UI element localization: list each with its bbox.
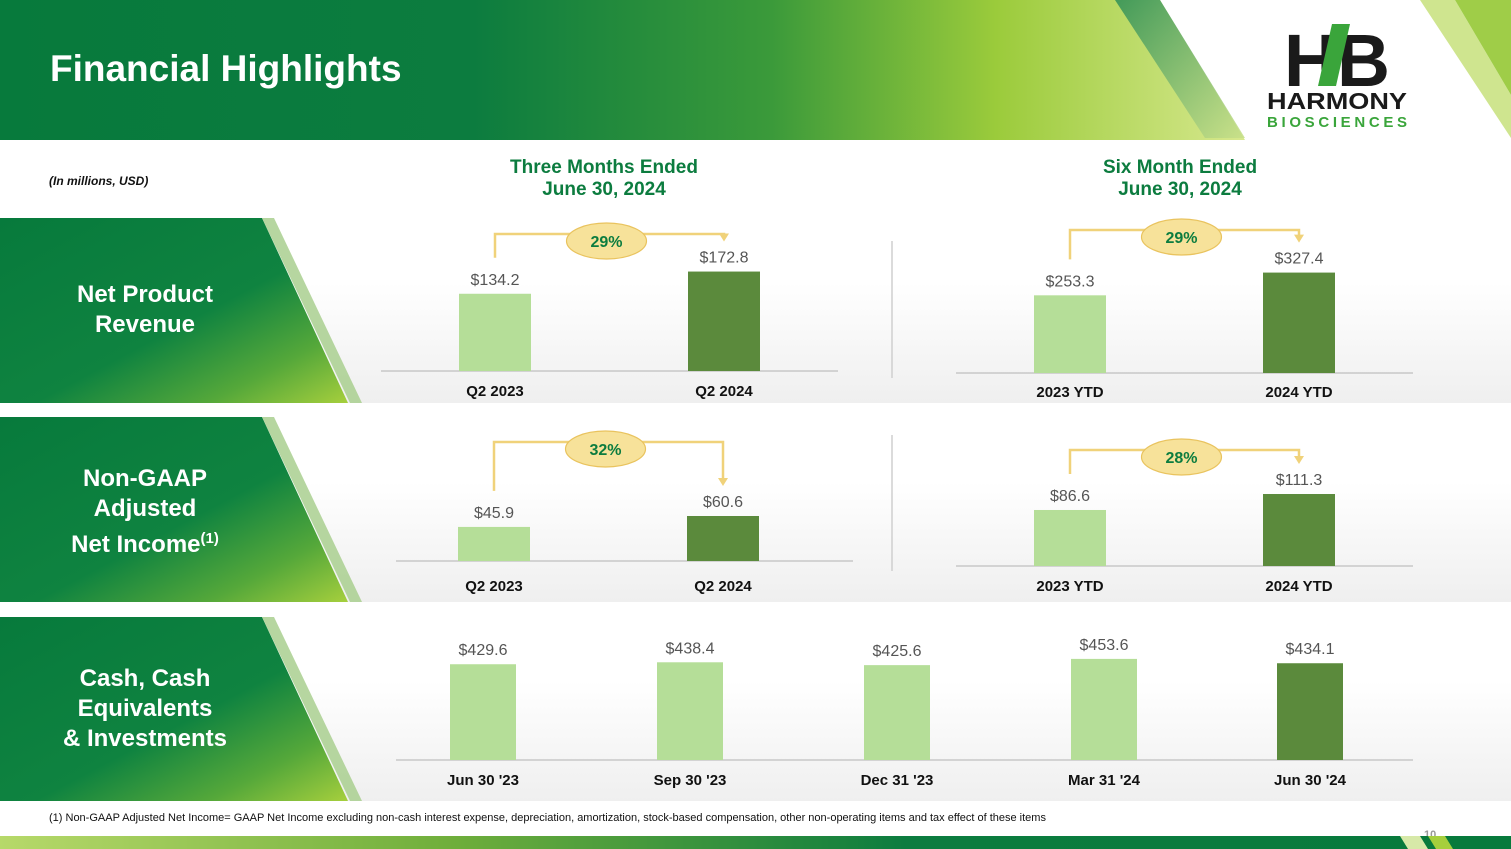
chart-revenue_ytd: $253.3 2023 YTD $327.4 2024 YTD 29% (956, 218, 1413, 401)
bar-2 (687, 516, 759, 561)
value-label-1: $253.3 (1046, 273, 1095, 290)
footnote: (1) Non-GAAP Adjusted Net Income= GAAP N… (49, 812, 1046, 824)
growth-label: 29% (590, 234, 622, 251)
row-label-income: Non-GAAP Adjusted Net Income(1) (0, 464, 290, 560)
chart-income_ytd: $86.6 2023 YTD $111.3 2024 YTD 28% (956, 438, 1413, 595)
value-label-5: $434.1 (1286, 641, 1335, 658)
chart-cash: $429.6 Jun 30 '23 $438.4 Sep 30 '23 $425.6 De… (396, 637, 1413, 789)
tab-income (0, 417, 362, 602)
growth-arrowhead (1294, 456, 1304, 465)
col-head-six-months-line2: June 30, 2024 (1118, 179, 1242, 200)
category-label-5: Jun 30 '24 (1274, 772, 1347, 789)
units-note: (In millions, USD) (49, 174, 149, 188)
row-label-income-line3: Net Income (71, 531, 201, 558)
bar-1 (1034, 509, 1106, 566)
row-label-cash-line3: & Investments (62, 725, 228, 752)
logo-green-slash (1318, 24, 1350, 86)
category-label-2: 2024 YTD (1265, 384, 1332, 401)
growth-arrowhead (1294, 234, 1304, 243)
bar-1 (458, 526, 530, 561)
category-label-1: 2023 YTD (1036, 384, 1103, 401)
tab-revenue (0, 218, 362, 403)
bar-2 (657, 662, 723, 760)
bar-5 (1277, 663, 1343, 760)
category-label-1: Jun 30 '23 (447, 772, 519, 789)
row-label-cash: Cash, Cash Equivalents & Investments (0, 664, 290, 754)
row-label-revenue-line1: Net Product (76, 281, 213, 308)
bar-1 (1034, 295, 1106, 373)
row-label-cash-line2: Equivalents (77, 695, 213, 722)
col-head-three-months-line1: Three Months Ended (510, 157, 698, 178)
growth-label: 29% (1165, 230, 1197, 247)
col-head-six-months: Six Month Ended June 30, 2024 (1080, 157, 1280, 201)
value-label-2: $60.6 (703, 494, 743, 511)
category-label-3: Dec 31 '23 (861, 772, 934, 789)
value-label-1: $134.2 (471, 272, 520, 289)
growth-bubble (565, 222, 648, 260)
category-label-2: Q2 2024 (695, 383, 753, 400)
bar-2 (1263, 494, 1335, 566)
value-label-3: $425.6 (873, 643, 922, 660)
growth-label: 32% (589, 442, 621, 459)
bar-2 (688, 271, 760, 371)
harmony-logo: HB HARMONY BIOSCIENCES (1267, 19, 1407, 131)
value-label-1: $45.9 (474, 505, 514, 522)
row-label-revenue: Net Product Revenue (0, 280, 290, 340)
row-label-income-line2: Adjusted (93, 495, 197, 522)
category-label-1: 2023 YTD (1036, 578, 1103, 595)
category-label-2: 2024 YTD (1265, 578, 1332, 595)
bar-3 (864, 665, 930, 760)
growth-bubble (1140, 438, 1223, 476)
growth-arrowhead (719, 233, 729, 242)
header-banner (0, 0, 1511, 140)
growth-label: 28% (1165, 450, 1197, 467)
logo-harmony: HARMONY (1267, 88, 1407, 114)
value-label-2: $172.8 (700, 250, 749, 267)
category-label-2: Sep 30 '23 (654, 772, 727, 789)
category-label-1: Q2 2023 (465, 578, 523, 595)
row-tabs (0, 218, 362, 801)
page-title: Financial Highlights (50, 48, 402, 89)
category-label-1: Q2 2023 (466, 383, 524, 400)
value-label-2: $438.4 (666, 640, 715, 657)
bar-1 (450, 664, 516, 760)
growth-bubble (564, 430, 647, 468)
bottom-bar (0, 836, 1511, 849)
col-head-three-months-line2: June 30, 2024 (542, 179, 666, 200)
row-label-income-line3-wrap: Net Income(1) (0, 524, 290, 560)
category-label-2: Q2 2024 (694, 578, 752, 595)
row-label-cash-line1: Cash, Cash (79, 665, 211, 692)
row-label-income-line1: Non-GAAP (83, 465, 207, 492)
growth-arrowhead (718, 478, 728, 487)
chart-revenue_q2: $134.2 Q2 2023 $172.8 Q2 2024 29% (381, 222, 838, 400)
value-label-4: $453.6 (1080, 637, 1129, 654)
bar-1 (459, 293, 531, 371)
col-head-six-months-line1: Six Month Ended (1102, 157, 1258, 178)
growth-bubble (1140, 218, 1223, 256)
bar-2 (1263, 272, 1335, 373)
col-head-three-months: Three Months Ended June 30, 2024 (504, 157, 704, 201)
tab-cash (0, 617, 362, 801)
value-label-1: $429.6 (459, 642, 508, 659)
row-label-revenue-line2: Revenue (94, 311, 196, 338)
value-label-2: $111.3 (1276, 472, 1323, 489)
value-label-2: $327.4 (1275, 251, 1324, 268)
row-label-income-sup: (1) (200, 530, 219, 547)
bar-4 (1071, 658, 1137, 760)
category-label-4: Mar 31 '24 (1068, 772, 1141, 789)
chart-income_q2: $45.9 Q2 2023 $60.6 Q2 2024 32% (396, 430, 853, 595)
value-label-1: $86.6 (1050, 488, 1090, 505)
